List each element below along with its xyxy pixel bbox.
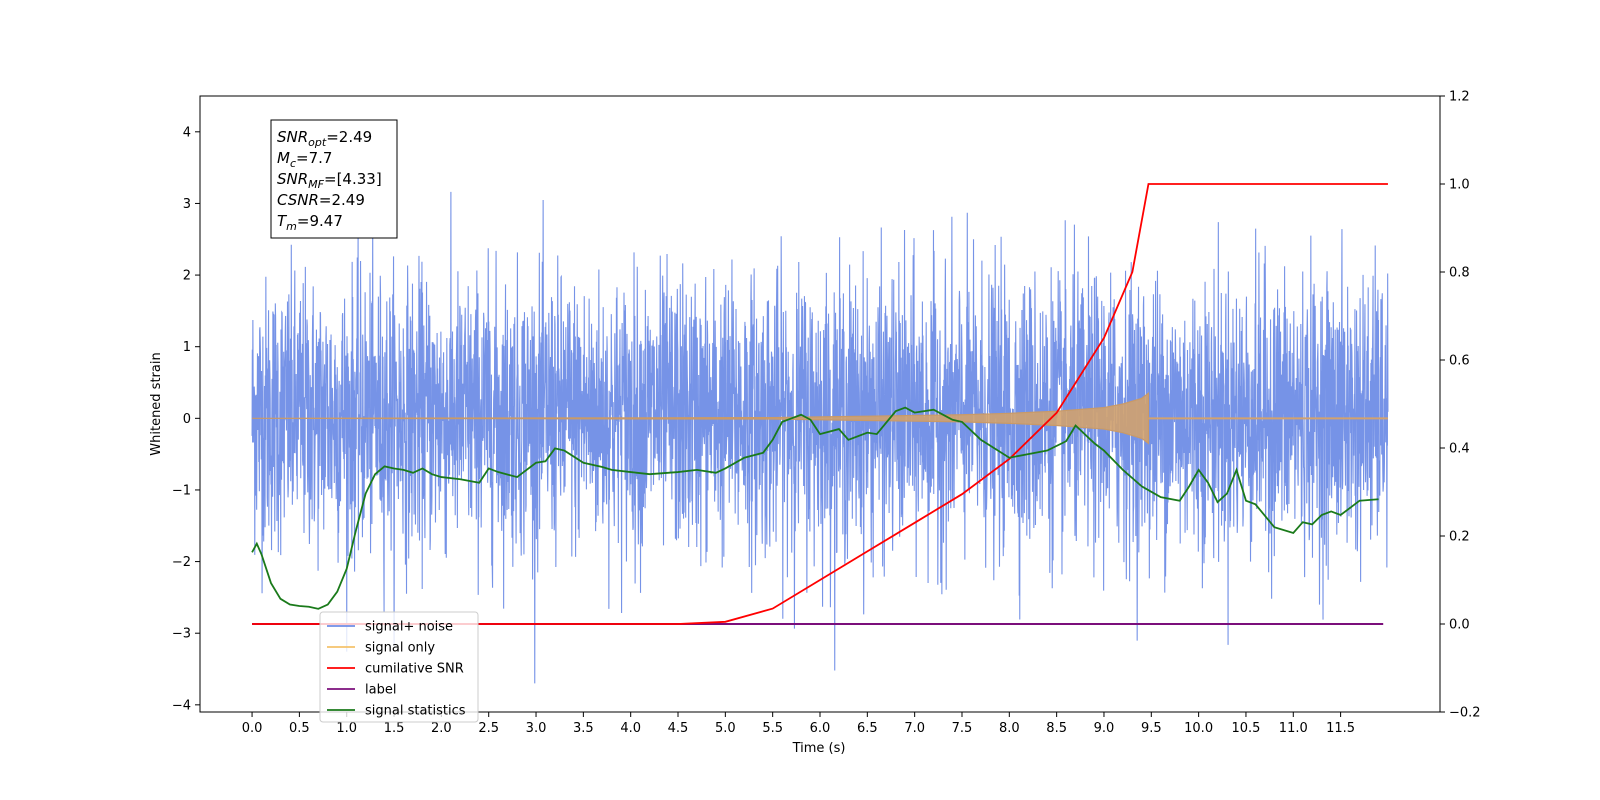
- annotation-line: SNRMF=[4.33]: [277, 170, 382, 191]
- y-right-tick-label: 1.2: [1449, 90, 1470, 105]
- legend-label: signal+ noise: [365, 620, 453, 635]
- y-right-tick-label: 0.8: [1449, 266, 1470, 281]
- y-right-tick-label: 0.2: [1449, 530, 1470, 545]
- y-axis-left: −4 −3 −2 −1 0 1 2 3 4: [172, 125, 200, 713]
- y-tick-label: −4: [172, 698, 191, 713]
- x-tick-label: 10.0: [1184, 721, 1213, 736]
- y-tick-label: 0: [183, 412, 191, 427]
- x-tick-label: 6.5: [857, 721, 878, 736]
- x-tick-label: 4.0: [620, 721, 641, 736]
- y-right-tick-label: 0.6: [1449, 354, 1470, 369]
- x-tick-label: 4.5: [668, 721, 689, 736]
- y-right-tick-label: 0.4: [1449, 442, 1470, 457]
- x-tick-label: 10.5: [1231, 721, 1260, 736]
- annotation-line: SNRopt=2.49: [277, 128, 372, 149]
- x-tick-label: 0.5: [289, 721, 310, 736]
- y-axis-title: Whitened strain: [149, 352, 164, 455]
- x-tick-label: 9.5: [1141, 721, 1162, 736]
- y-tick-label: 1: [183, 340, 191, 355]
- annotation-frame: [270, 119, 398, 239]
- y-tick-label: −2: [172, 555, 191, 570]
- x-tick-label: 1.0: [336, 721, 357, 736]
- x-tick-label: 11.5: [1326, 721, 1355, 736]
- y-tick-label: −3: [172, 627, 191, 642]
- x-tick-label: 2.0: [431, 721, 452, 736]
- y-axis-right: −0.2 0.0 0.2 0.4 0.6 0.8 1.0 1.2: [1440, 90, 1481, 721]
- y-right-tick-label: −0.2: [1449, 706, 1481, 721]
- x-axis-title: Time (s): [792, 741, 846, 756]
- x-axis: 0.0 0.5 1.0 1.5 2.0 2.5 3.0 3.5 4.0 4.5 5.0 5.5 6.0 6…: [242, 712, 1355, 736]
- x-tick-label: 0.0: [242, 721, 263, 736]
- x-tick-label: 1.5: [384, 721, 405, 736]
- y-right-tick-label: 0.0: [1449, 618, 1470, 633]
- annotation-line: CSNR=2.49: [277, 191, 365, 209]
- x-tick-label: 2.5: [478, 721, 499, 736]
- x-tick-label: 9.0: [1094, 721, 1115, 736]
- annotation-line: Mc=7.7: [277, 149, 332, 170]
- legend-label: signal only: [365, 641, 435, 656]
- x-tick-label: 7.5: [952, 721, 973, 736]
- series-signal-noise-line: [251, 191, 1389, 684]
- legend-label: signal statistics: [365, 704, 466, 719]
- x-tick-label: 5.0: [715, 721, 736, 736]
- legend: signal+ noise signal only cumilative SNR la…: [319, 611, 479, 723]
- x-tick-label: 3.5: [573, 721, 594, 736]
- x-tick-label: 8.0: [999, 721, 1020, 736]
- series-cumulative-snr-line: [252, 183, 1388, 625]
- x-tick-label: 7.0: [904, 721, 925, 736]
- y-tick-label: 2: [183, 269, 191, 284]
- series-signal-statistics-line: [251, 406, 1379, 610]
- legend-label: cumilative SNR: [365, 662, 464, 677]
- legend-items: signal+ noise signal only cumilative SNR la…: [327, 620, 466, 719]
- x-tick-label: 8.5: [1046, 721, 1067, 736]
- x-tick-label: 3.0: [526, 721, 547, 736]
- noise-series: [251, 191, 1389, 684]
- y-tick-label: 4: [183, 125, 191, 140]
- y-tick-label: −1: [172, 483, 191, 498]
- annotation-line: Tm=9.47: [277, 212, 343, 233]
- x-tick-label: 11.0: [1279, 721, 1308, 736]
- legend-label: label: [365, 683, 396, 698]
- legend-frame: [319, 611, 479, 723]
- y-right-tick-label: 1.0: [1449, 178, 1470, 193]
- y-tick-label: 3: [183, 197, 191, 212]
- x-tick-label: 6.0: [810, 721, 831, 736]
- x-tick-label: 5.5: [762, 721, 783, 736]
